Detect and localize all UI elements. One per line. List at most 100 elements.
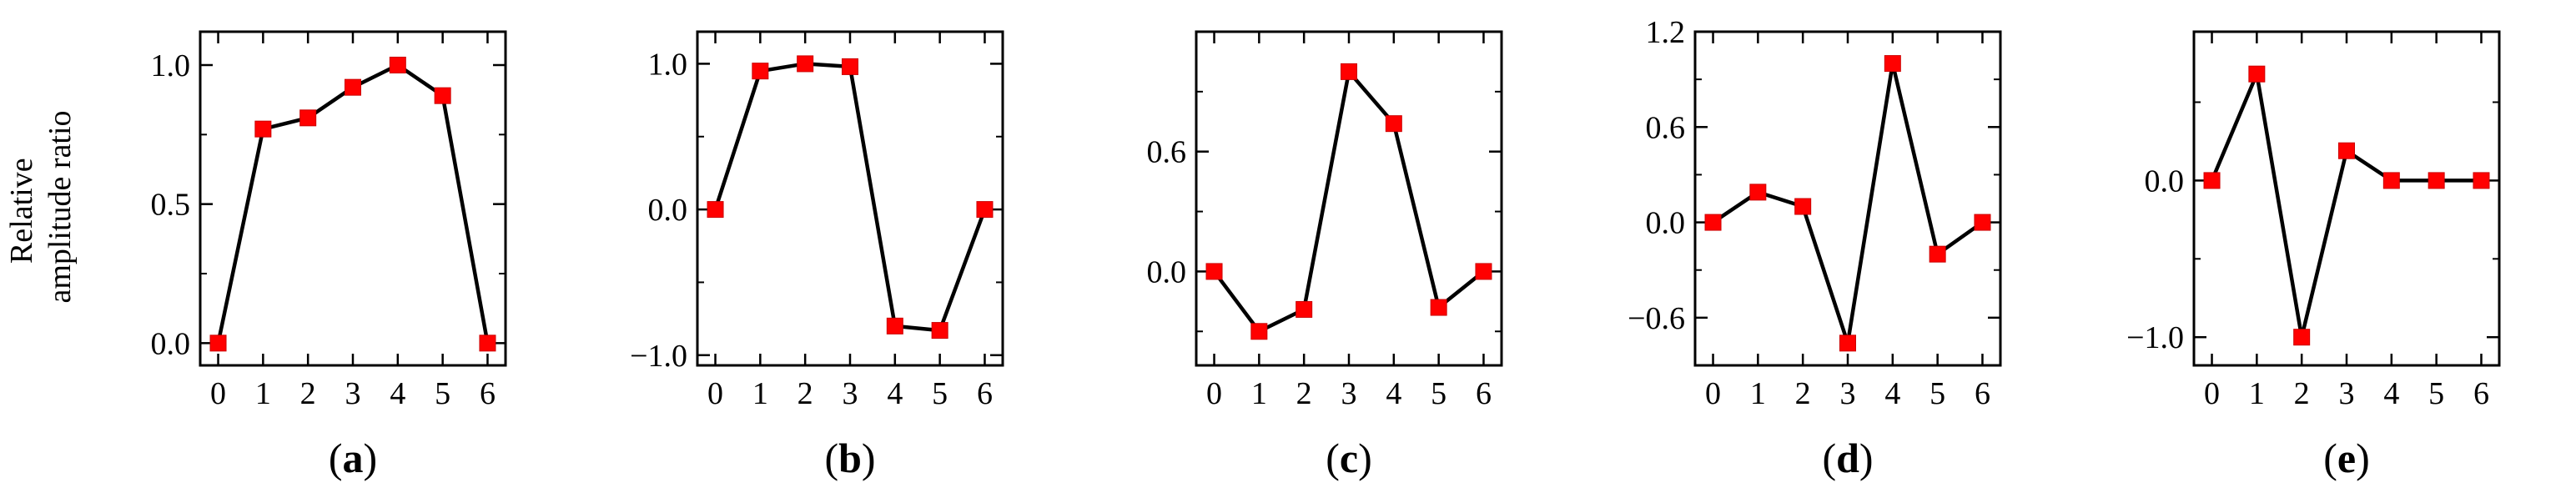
y-tick-label: 1.2 bbox=[1646, 15, 1686, 50]
x-tick-label: 6 bbox=[1476, 376, 1492, 411]
chart-panel: 0 1 2 3 4 5 6 −0.6 0.0 0.6 1.2 (d) bbox=[1628, 15, 2002, 481]
x-tick-label: 3 bbox=[345, 376, 361, 411]
data-point bbox=[1296, 300, 1313, 318]
data-point bbox=[1749, 184, 1767, 201]
y-tick-label: −1.0 bbox=[630, 339, 687, 374]
data-point bbox=[1929, 245, 1946, 263]
y-axis-label: Relative amplitude ratio bbox=[4, 110, 78, 303]
plot-frame bbox=[1693, 30, 2002, 367]
x-tick-label: 3 bbox=[1840, 376, 1856, 411]
data-point bbox=[434, 87, 451, 104]
data-point bbox=[931, 322, 948, 340]
x-tick-label: 0 bbox=[1705, 376, 1721, 411]
plot-frame bbox=[2192, 30, 2501, 367]
x-tick-label: 4 bbox=[390, 376, 405, 411]
x-tick-label: 6 bbox=[977, 376, 993, 411]
data-point bbox=[2428, 172, 2445, 189]
plot-frame bbox=[696, 30, 1004, 367]
series-line bbox=[1712, 61, 1984, 345]
y-tick-label: 0.0 bbox=[2145, 163, 2185, 199]
data-point bbox=[1475, 263, 1492, 280]
x-tick-label: 0 bbox=[2204, 376, 2220, 411]
x-tick-label: 5 bbox=[2428, 376, 2444, 411]
data-point bbox=[209, 335, 227, 352]
x-tick-label: 2 bbox=[797, 376, 813, 411]
data-point bbox=[1341, 63, 1357, 80]
data-point bbox=[2338, 142, 2355, 159]
y-tick-label: 1.0 bbox=[648, 47, 688, 82]
x-tick-label: 1 bbox=[1750, 376, 1766, 411]
chart-panel: 0 1 2 3 4 5 6 0.0 0.6 (c) bbox=[1147, 30, 1503, 481]
x-tick-label: 0 bbox=[210, 376, 226, 411]
data-point bbox=[2293, 329, 2311, 346]
x-tick-label: 4 bbox=[1884, 376, 1900, 411]
x-tick-label: 3 bbox=[843, 376, 858, 411]
data-point bbox=[976, 201, 994, 219]
y-tick-label: −1.0 bbox=[2126, 320, 2184, 355]
data-point bbox=[299, 109, 317, 127]
data-point bbox=[1205, 263, 1223, 280]
y-tick-label: 0.0 bbox=[1646, 206, 1686, 241]
data-point bbox=[2473, 172, 2490, 189]
data-point bbox=[345, 78, 361, 96]
data-point bbox=[1385, 115, 1402, 133]
y-tick-label: 0.6 bbox=[1646, 110, 1686, 145]
data-point bbox=[797, 55, 814, 73]
y-axis-label-line-2: amplitude ratio bbox=[43, 110, 78, 303]
data-point bbox=[1974, 214, 1991, 231]
data-point bbox=[886, 317, 903, 335]
data-point bbox=[707, 201, 724, 219]
y-tick-label: 1.0 bbox=[151, 48, 191, 83]
x-tick-label: 3 bbox=[1341, 376, 1357, 411]
y-axis-label-line-1: Relative bbox=[4, 158, 39, 264]
panel-label: (c) bbox=[1326, 435, 1372, 481]
x-tick-label: 3 bbox=[2339, 376, 2355, 411]
x-tick-label: 5 bbox=[932, 376, 948, 411]
x-tick-label: 1 bbox=[2249, 376, 2265, 411]
x-tick-label: 4 bbox=[2383, 376, 2399, 411]
y-tick-label: 0.5 bbox=[151, 188, 191, 223]
panel-label: (a) bbox=[329, 435, 377, 481]
data-point bbox=[1250, 323, 1268, 340]
data-point bbox=[2203, 172, 2221, 189]
y-tick-label: 0.0 bbox=[1147, 254, 1187, 289]
series-line bbox=[2210, 72, 2482, 340]
data-point bbox=[1794, 198, 1812, 215]
x-tick-label: 1 bbox=[1251, 376, 1267, 411]
data-point bbox=[752, 63, 769, 80]
panel-label: (e) bbox=[2323, 435, 2370, 481]
x-tick-label: 1 bbox=[752, 376, 768, 411]
y-tick-label: −0.6 bbox=[1628, 301, 1685, 336]
data-point bbox=[389, 57, 406, 73]
x-tick-label: 6 bbox=[2473, 376, 2489, 411]
x-tick-label: 4 bbox=[1386, 376, 1401, 411]
x-tick-label: 5 bbox=[1431, 376, 1446, 411]
x-tick-label: 2 bbox=[1795, 376, 1811, 411]
x-tick-label: 2 bbox=[1296, 376, 1312, 411]
y-tick-label: 0.0 bbox=[151, 326, 191, 361]
data-point bbox=[1704, 214, 1722, 231]
y-tick-label: 0.6 bbox=[1147, 135, 1187, 170]
x-tick-label: 6 bbox=[1975, 376, 1990, 411]
panel-label: (d) bbox=[1822, 435, 1873, 481]
data-point bbox=[1839, 335, 1856, 352]
x-tick-label: 4 bbox=[887, 376, 903, 411]
x-tick-label: 2 bbox=[300, 376, 316, 411]
chart-panel: 0 1 2 3 4 5 6 0.0 0.5 1.0 (a) bbox=[151, 30, 507, 481]
y-tick-label: 0.0 bbox=[648, 193, 688, 228]
data-point bbox=[1884, 55, 1901, 73]
chart-panel: 0 1 2 3 4 5 6 −1.0 0.0 (e) bbox=[2126, 30, 2501, 481]
x-tick-label: 5 bbox=[435, 376, 450, 411]
data-point bbox=[2382, 172, 2400, 189]
series-line bbox=[1212, 69, 1485, 334]
data-point bbox=[1430, 299, 1447, 316]
x-tick-label: 1 bbox=[255, 376, 271, 411]
x-tick-label: 0 bbox=[707, 376, 723, 411]
series-line bbox=[216, 63, 490, 344]
panel-label: (b) bbox=[824, 435, 875, 481]
x-tick-label: 6 bbox=[480, 376, 496, 411]
data-point bbox=[2248, 65, 2266, 83]
data-point bbox=[479, 335, 496, 352]
chart-panel: 0 1 2 3 4 5 6 −1.0 0.0 1.0 (b) bbox=[630, 30, 1004, 481]
